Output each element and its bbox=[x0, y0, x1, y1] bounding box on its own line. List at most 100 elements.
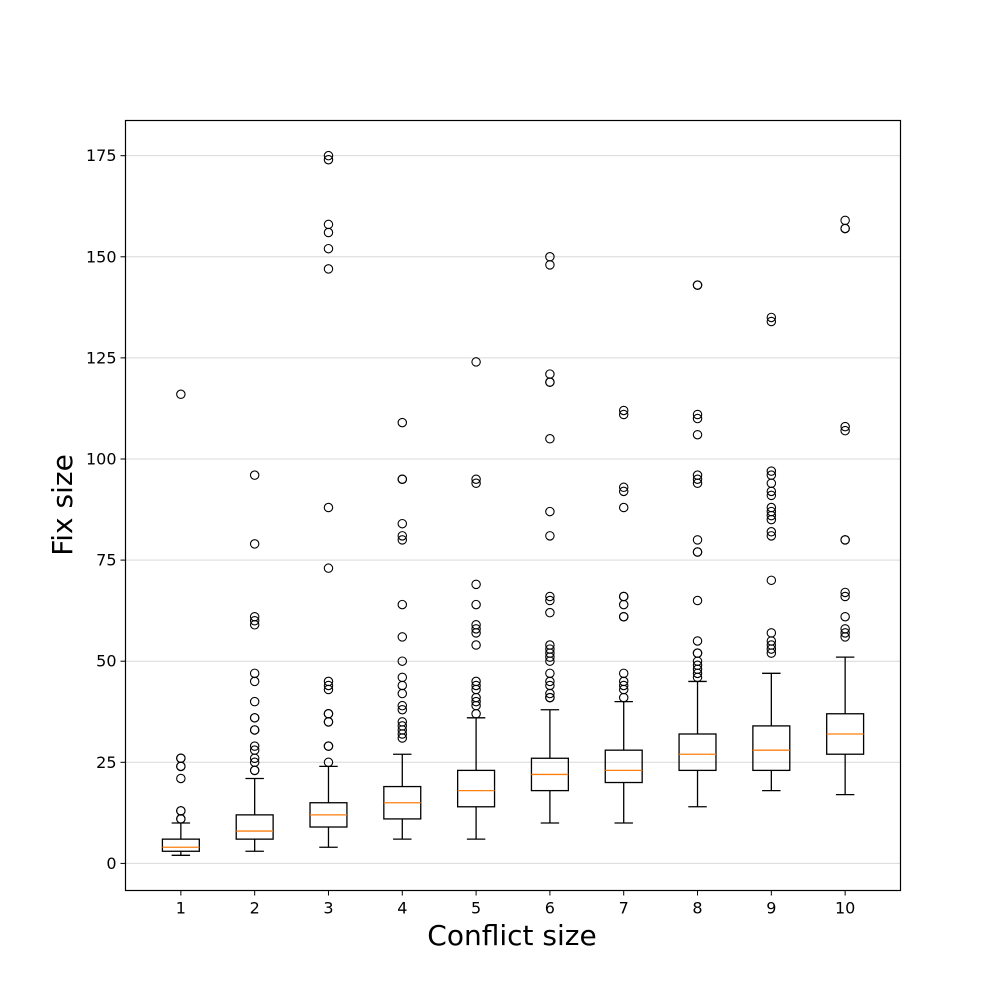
outlier-point bbox=[840, 587, 850, 598]
outlier-point bbox=[323, 150, 334, 161]
outlier-point bbox=[545, 531, 555, 541]
outlier-point bbox=[692, 474, 703, 484]
outlier-point bbox=[840, 611, 850, 622]
outlier-point bbox=[618, 502, 629, 513]
outlier-point bbox=[323, 243, 334, 254]
outlier-point bbox=[545, 252, 555, 262]
outlier-point bbox=[249, 713, 260, 723]
iqr-box bbox=[161, 838, 200, 852]
outlier-point bbox=[176, 389, 186, 400]
x-axis-label: Conflict size bbox=[427, 919, 596, 952]
outlier-point bbox=[692, 535, 703, 545]
outlier-point bbox=[840, 624, 850, 634]
y-tick-label: 0 bbox=[106, 854, 116, 873]
box-group-1 bbox=[161, 389, 200, 856]
outlier-point bbox=[323, 741, 334, 751]
outlier-point bbox=[545, 260, 555, 270]
x-tick-label: 8 bbox=[692, 899, 702, 918]
outlier-point bbox=[397, 700, 408, 711]
outlier-point bbox=[249, 725, 260, 735]
x-axis: 1 2 3 4 5 6 7 8 9 10 bbox=[176, 890, 855, 918]
outlier-point bbox=[618, 409, 629, 420]
outlier-point bbox=[545, 640, 555, 650]
outlier-point bbox=[471, 696, 481, 707]
outlier-point bbox=[840, 425, 850, 436]
x-tick-label: 7 bbox=[619, 899, 629, 918]
outlier-point bbox=[249, 741, 260, 751]
outlier-point bbox=[397, 717, 408, 727]
outlier-point bbox=[545, 644, 555, 654]
outlier-point bbox=[840, 535, 850, 545]
outlier-point bbox=[249, 616, 260, 626]
outlier-point bbox=[692, 409, 703, 420]
x-tick-label: 4 bbox=[397, 899, 407, 918]
box-group-9 bbox=[752, 312, 791, 792]
outlier-point bbox=[471, 709, 481, 719]
outlier-point bbox=[692, 280, 703, 290]
outlier-point bbox=[766, 628, 777, 638]
x-tick-label: 6 bbox=[545, 899, 555, 918]
outlier-point bbox=[471, 624, 481, 634]
y-tick-label: 25 bbox=[96, 753, 116, 772]
box-group-10 bbox=[826, 215, 865, 796]
outlier-point bbox=[397, 721, 408, 731]
iqr-box bbox=[752, 725, 791, 772]
outlier-point bbox=[397, 680, 408, 691]
outlier-point bbox=[618, 680, 629, 691]
outlier-point bbox=[545, 377, 555, 387]
outlier-point bbox=[397, 518, 408, 529]
outlier-point bbox=[545, 506, 555, 517]
outlier-point bbox=[766, 470, 777, 480]
iqr-box bbox=[456, 769, 496, 808]
outlier-point bbox=[323, 680, 334, 691]
outlier-point bbox=[397, 535, 408, 545]
box-group-7 bbox=[604, 405, 643, 824]
outlier-point bbox=[471, 357, 481, 367]
outlier-point bbox=[545, 692, 555, 703]
y-tick-label: 75 bbox=[96, 551, 116, 570]
outlier-point bbox=[397, 632, 408, 642]
outlier-point bbox=[249, 470, 260, 480]
outlier-point bbox=[766, 506, 777, 517]
outlier-point bbox=[471, 620, 481, 630]
outlier-point bbox=[176, 806, 186, 816]
outlier-point bbox=[766, 502, 777, 513]
box-group-5 bbox=[456, 357, 496, 840]
outlier-point bbox=[840, 215, 850, 226]
outlier-point bbox=[692, 429, 703, 440]
outlier-point bbox=[692, 648, 703, 658]
outlier-point bbox=[323, 709, 334, 719]
iqr-box bbox=[678, 733, 717, 772]
boxes bbox=[161, 150, 865, 856]
outlier-point bbox=[766, 316, 777, 327]
outlier-point bbox=[692, 547, 703, 557]
outlier-point bbox=[840, 421, 850, 432]
outlier-point bbox=[323, 264, 334, 274]
outlier-point bbox=[249, 676, 260, 687]
outlier-point bbox=[545, 434, 555, 444]
outlier-point bbox=[323, 717, 334, 727]
box-group-6 bbox=[530, 252, 570, 824]
outlier-point bbox=[545, 668, 555, 679]
outlier-point bbox=[323, 502, 334, 513]
y-tick-label: 50 bbox=[96, 652, 116, 671]
outlier-point bbox=[249, 611, 260, 622]
plot-frame bbox=[124, 119, 902, 892]
y-tick-label: 100 bbox=[86, 449, 117, 468]
outlier-point bbox=[766, 478, 777, 489]
outlier-point bbox=[545, 591, 555, 602]
box-group-3 bbox=[309, 150, 348, 848]
outlier-point bbox=[618, 482, 629, 493]
outlier-point bbox=[323, 676, 334, 687]
outlier-point bbox=[692, 595, 703, 606]
box-group-8 bbox=[678, 280, 717, 808]
outlier-point bbox=[397, 417, 408, 428]
outlier-point bbox=[766, 312, 777, 323]
outlier-point bbox=[545, 369, 555, 379]
outlier-point bbox=[397, 531, 408, 541]
outlier-point bbox=[545, 595, 555, 606]
outlier-point bbox=[766, 527, 777, 537]
x-tick-label: 9 bbox=[766, 899, 776, 918]
x-tick-label: 5 bbox=[471, 899, 481, 918]
